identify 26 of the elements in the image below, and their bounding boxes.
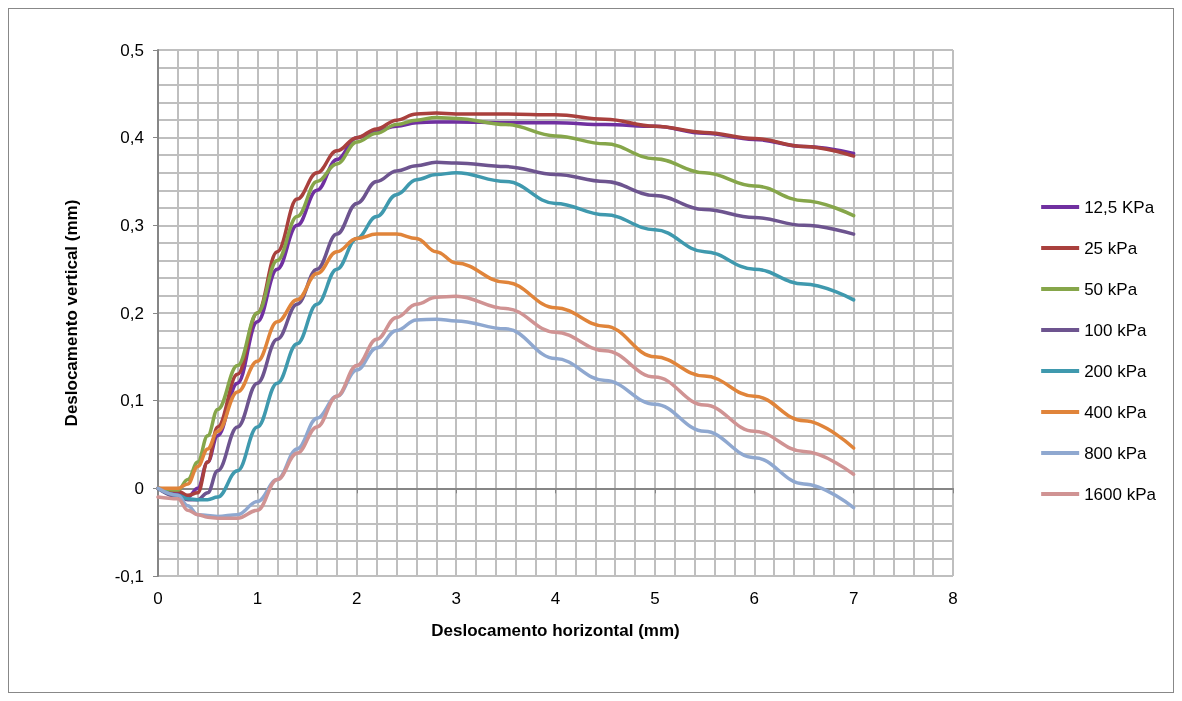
legend-label: 800 kPa <box>1084 443 1148 463</box>
legend-label: 25 kPa <box>1084 238 1138 258</box>
legend-label: 100 kPa <box>1084 320 1148 340</box>
y-tick-label: 0,1 <box>120 391 144 411</box>
x-tick-label: 0 <box>153 589 163 608</box>
x-tick-label: 4 <box>550 589 561 608</box>
x-tick-label: 6 <box>749 589 759 608</box>
x-tick-label: 3 <box>451 589 461 608</box>
y-tick-label: 0,3 <box>120 215 144 235</box>
y-tick-label: 0,4 <box>120 128 144 148</box>
x-tick-label: 8 <box>948 589 958 608</box>
y-axis-title: Deslocamento vertical (mm) <box>62 199 81 427</box>
legend-label: 400 kPa <box>1084 402 1148 422</box>
legend-label: 1600 kPa <box>1084 484 1157 504</box>
y-tick-label: -0,1 <box>114 566 144 586</box>
y-tick-label: 0,2 <box>120 303 144 323</box>
x-tick-label: 5 <box>650 589 660 608</box>
legend-label: 200 kPa <box>1084 361 1148 381</box>
x-tick-label: 7 <box>848 589 859 608</box>
y-tick-label: 0,5 <box>120 40 144 60</box>
legend-label: 50 kPa <box>1084 279 1138 299</box>
legend-label: 12,5 KPa <box>1084 197 1155 217</box>
x-tick-label: 2 <box>352 589 362 608</box>
x-axis-title: Deslocamento horizontal (mm) <box>431 621 680 640</box>
y-tick-label: 0 <box>134 478 144 498</box>
x-tick-label: 1 <box>252 589 263 608</box>
